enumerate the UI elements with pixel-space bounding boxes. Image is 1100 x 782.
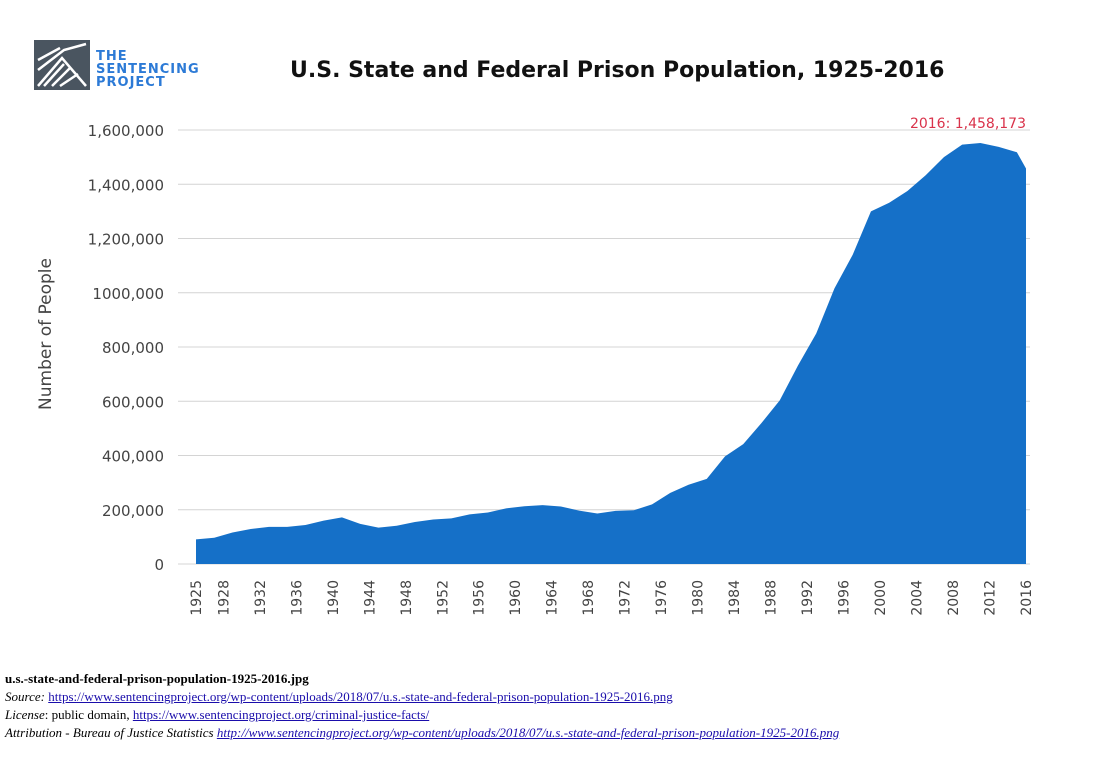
logo-wordmark: THE SENTENCING PROJECT [96,50,200,89]
x-tick-label: 1936 [289,580,305,616]
x-tick-label: 1932 [253,580,269,616]
y-tick-label: 1000,000 [92,285,164,303]
x-tick-label: 1968 [581,580,597,616]
logo-line-1: THE [96,49,128,64]
y-tick-label: 1,200,000 [88,231,164,249]
y-tick-label: 200,000 [102,502,164,520]
caption-filename: u.s.-state-and-federal-prison-population… [5,671,309,686]
x-tick-label: 1992 [800,580,816,616]
x-tick-label: 2000 [873,580,889,616]
y-tick-label: 1,600,000 [88,122,164,140]
x-tick-label: 2004 [910,580,926,616]
x-tick-label: 1996 [837,580,853,616]
x-tick-label: 1972 [618,580,634,616]
annotation-2016: 2016: 1,458,173 [910,116,1026,132]
x-tick-label: 1976 [654,580,670,616]
y-tick-label: 800,000 [102,339,164,357]
x-tick-label: 1960 [508,580,524,616]
caption-license-link[interactable]: https://www.sentencingproject.org/crimin… [132,707,430,722]
x-tick-label: 2016 [1019,580,1035,616]
x-tick-label: 1952 [435,580,451,616]
x-tick-label: 1980 [691,580,707,616]
x-tick-label: 1925 [189,580,205,616]
x-tick-label: 1956 [472,580,488,616]
x-tick-label: 2012 [983,580,999,616]
x-tick-label: 1940 [326,580,342,616]
logo-line-3: PROJECT [96,75,166,90]
x-tick-label: 2008 [946,580,962,616]
y-tick-label: 1,400,000 [88,176,164,194]
caption-attribution-link[interactable]: http://www.sentencingproject.org/wp-cont… [216,725,840,740]
x-tick-label: 1948 [399,580,415,616]
caption-attribution-text: Attribution - Bureau of Justice Statisti… [5,725,217,740]
y-tick-label: 0 [154,556,164,574]
logo-line-2: SENTENCING [96,62,200,77]
logo-mark-icon [34,40,90,90]
x-tick-label: 1964 [545,580,561,616]
y-tick-label: 400,000 [102,448,164,466]
y-tick-label: 600,000 [102,393,164,411]
chart-title: U.S. State and Federal Prison Population… [290,58,945,83]
caption-license-text: : public domain, [44,707,133,722]
y-axis-label: Number of People [36,258,56,410]
image-caption: u.s.-state-and-federal-prison-population… [5,671,840,740]
x-tick-label: 1944 [362,580,378,616]
caption-source-label: Source [5,689,41,704]
x-tick-label: 1928 [216,580,232,616]
prison-population-chart: 0 200,000 400,000 600,000 800,000 1000,000 1,2… [36,116,1035,616]
x-tick-label: 1988 [764,580,780,616]
x-tick-label: 1984 [727,580,743,616]
sentencing-project-logo: THE SENTENCING PROJECT [34,40,224,96]
caption-license-label: License [5,707,45,722]
caption-source-link[interactable]: https://www.sentencingproject.org/wp-con… [48,689,673,704]
series-area [196,143,1026,564]
